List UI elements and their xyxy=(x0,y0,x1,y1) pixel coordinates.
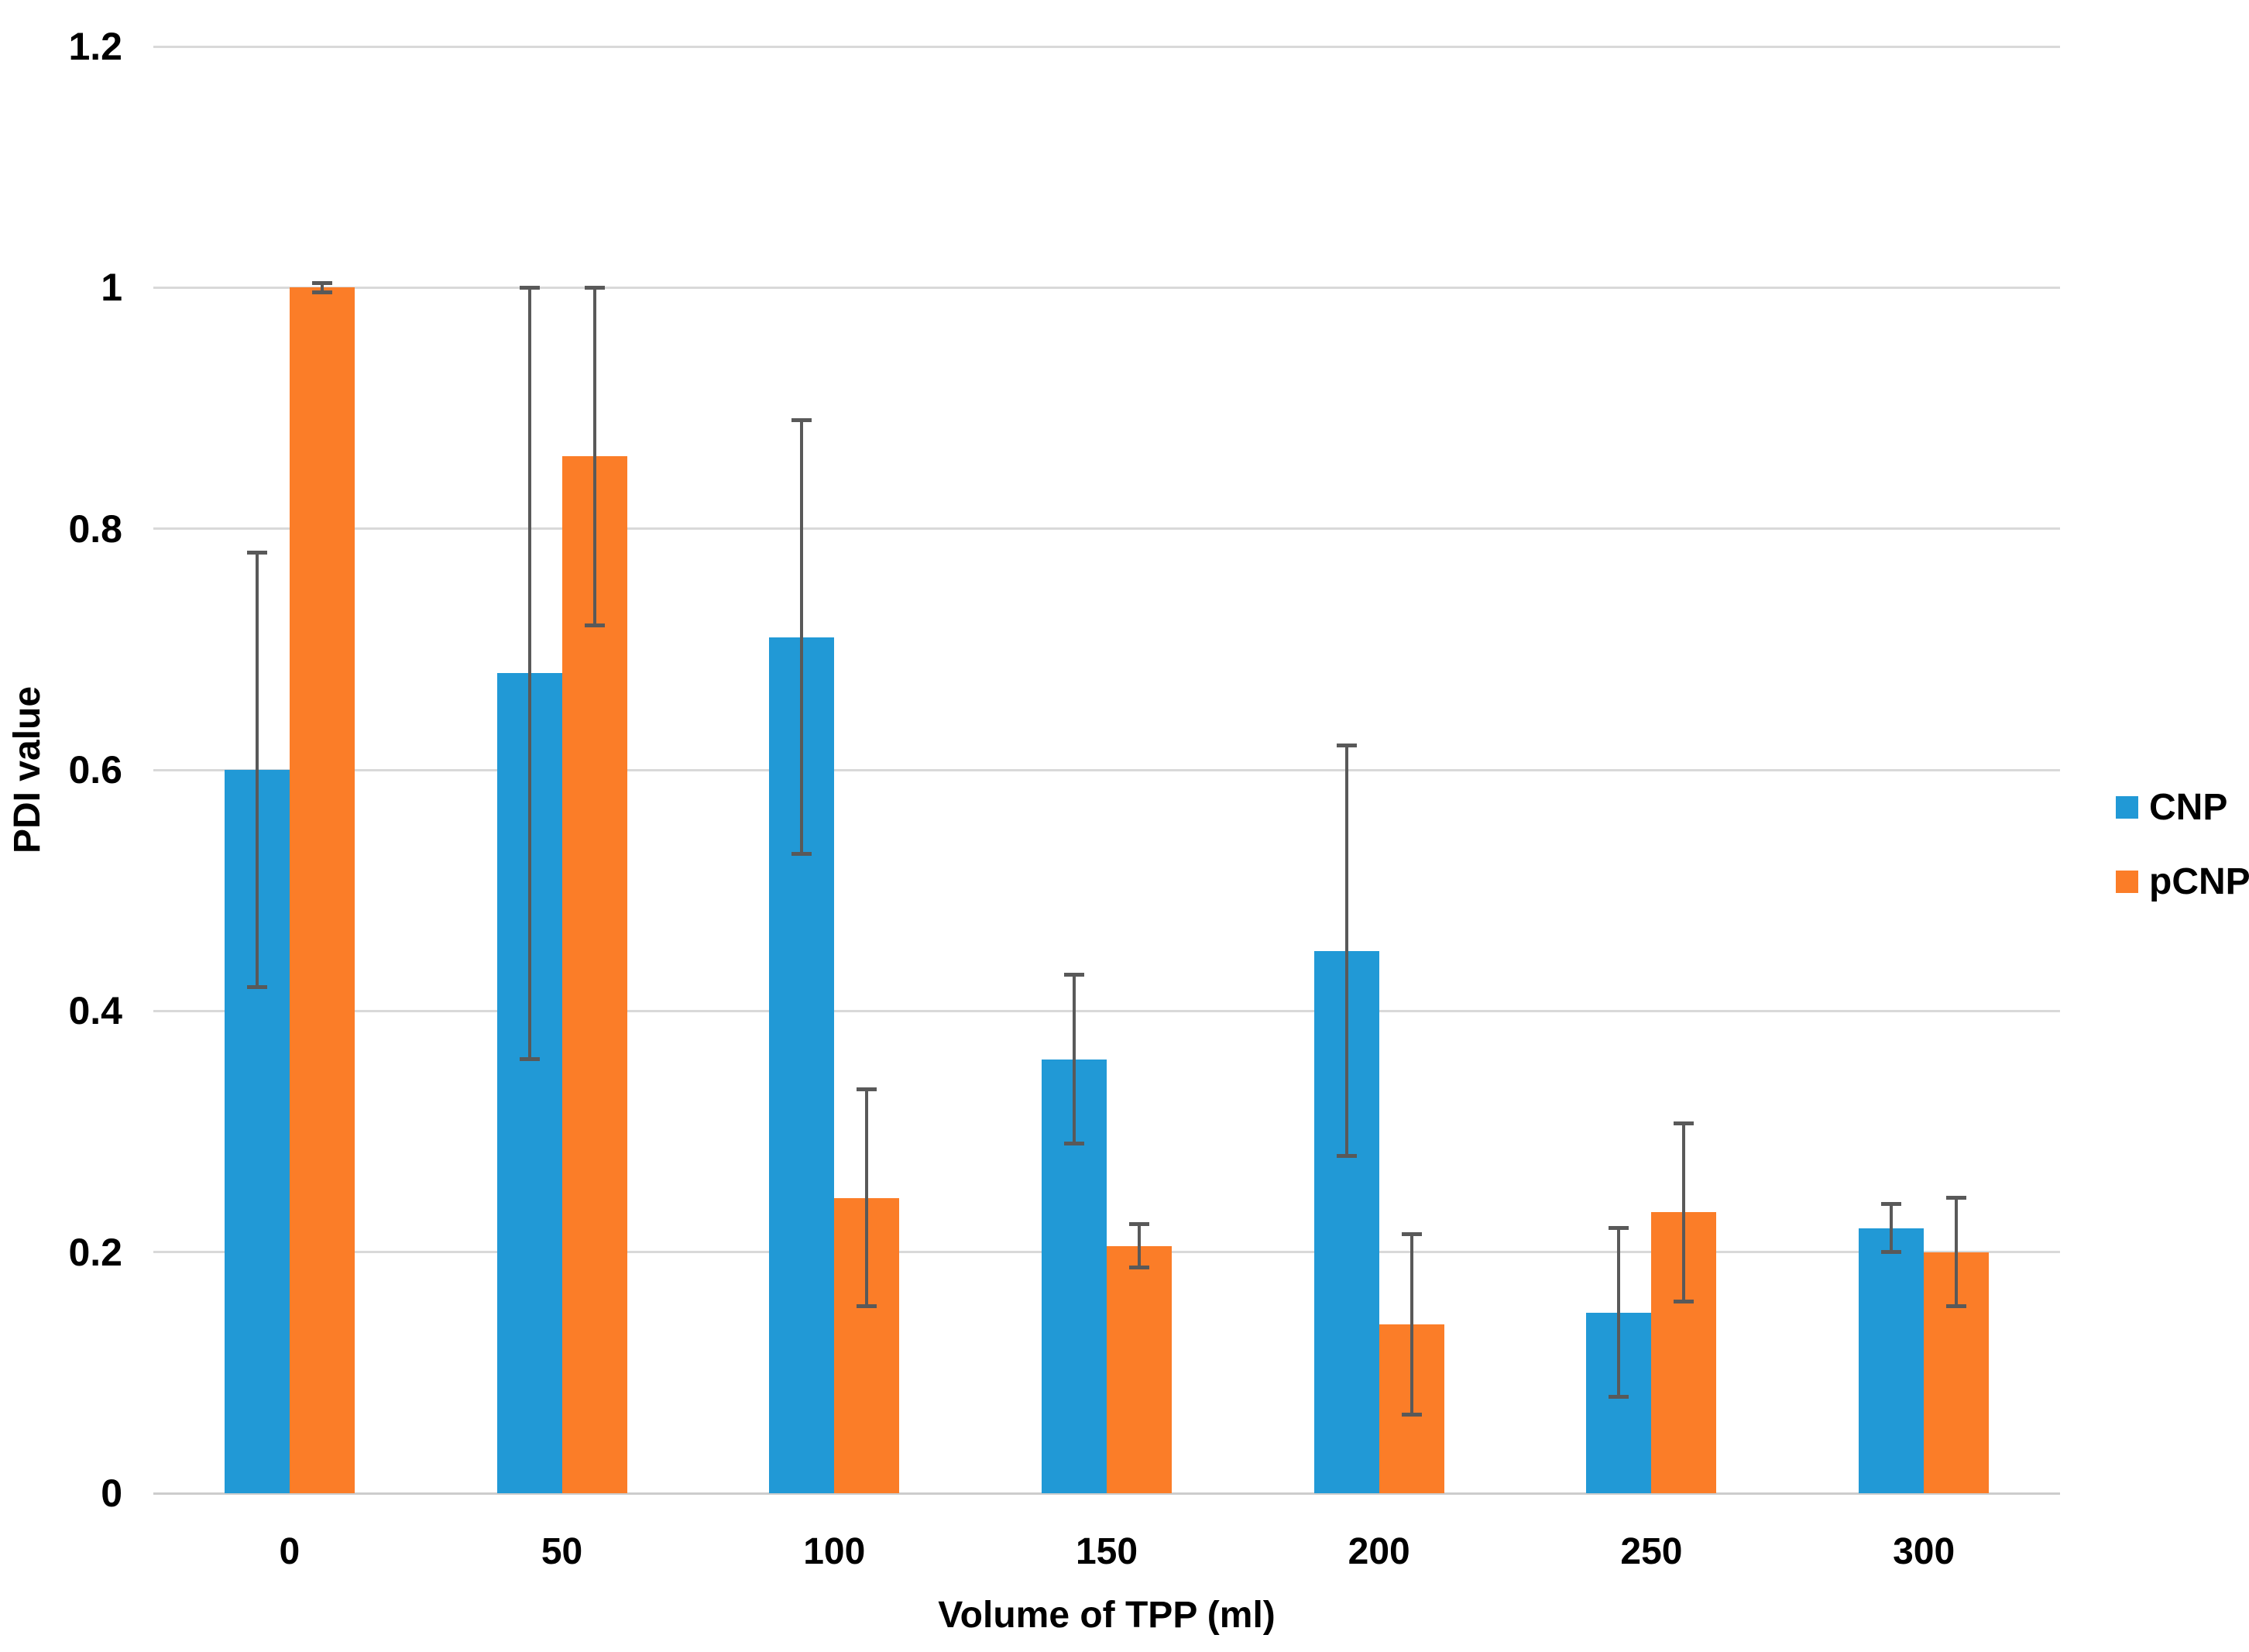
x-tick-label: 200 xyxy=(1348,1531,1410,1572)
error-whisker-cnp-200 xyxy=(1344,745,1348,1156)
error-whisker-pcnp-50 xyxy=(592,287,596,626)
error-cap-bottom-cnp-150 xyxy=(1064,1142,1084,1146)
error-whisker-cnp-100 xyxy=(800,420,804,854)
error-cap-bottom-pcnp-50 xyxy=(584,623,605,627)
y-tick-label: 0.6 xyxy=(68,748,122,792)
x-tick-label: 100 xyxy=(803,1531,866,1572)
error-cap-top-pcnp-150 xyxy=(1129,1222,1149,1227)
error-whisker-pcnp-200 xyxy=(1409,1234,1413,1415)
y-tick-label: 1 xyxy=(101,266,122,310)
gridline xyxy=(153,1009,2060,1012)
error-cap-bottom-cnp-200 xyxy=(1336,1153,1357,1158)
error-cap-bottom-pcnp-150 xyxy=(1129,1266,1149,1270)
error-whisker-pcnp-300 xyxy=(1955,1197,1959,1307)
error-cap-bottom-pcnp-200 xyxy=(1401,1413,1422,1417)
error-cap-top-pcnp-200 xyxy=(1401,1231,1422,1236)
error-cap-top-cnp-150 xyxy=(1064,973,1084,977)
error-whisker-pcnp-100 xyxy=(865,1089,869,1307)
error-cap-top-pcnp-0 xyxy=(311,280,332,285)
gridline xyxy=(153,286,2060,289)
bar-pcnp-0 xyxy=(289,287,355,1493)
x-axis-line xyxy=(153,1492,2060,1495)
error-cap-top-cnp-200 xyxy=(1336,744,1357,748)
gridline xyxy=(153,527,2060,531)
error-cap-bottom-pcnp-250 xyxy=(1674,1299,1694,1303)
x-tick-label: 50 xyxy=(541,1531,583,1572)
y-tick-label: 0 xyxy=(101,1472,122,1515)
x-tick-label: 150 xyxy=(1075,1531,1138,1572)
error-cap-bottom-cnp-100 xyxy=(791,852,812,857)
x-axis-title: Volume of TPP (ml) xyxy=(938,1595,1276,1636)
error-cap-top-cnp-100 xyxy=(791,418,812,423)
error-cap-bottom-cnp-0 xyxy=(246,984,267,989)
error-whisker-cnp-300 xyxy=(1890,1204,1894,1252)
error-cap-bottom-pcnp-0 xyxy=(311,290,332,295)
error-cap-top-pcnp-100 xyxy=(857,1087,877,1092)
legend-item-pcnp: pCNP xyxy=(2116,860,2249,904)
x-tick-label: 250 xyxy=(1620,1531,1683,1572)
legend-label-cnp: CNP xyxy=(2149,787,2228,828)
legend: CNP pCNP xyxy=(2116,785,2249,934)
legend-item-cnp: CNP xyxy=(2116,785,2249,829)
legend-swatch-pcnp-icon xyxy=(2116,871,2138,893)
error-cap-bottom-cnp-50 xyxy=(519,1057,540,1062)
error-cap-bottom-cnp-300 xyxy=(1881,1250,1902,1255)
y-tick-label: 1.2 xyxy=(68,25,122,68)
bar-pcnp-150 xyxy=(1107,1245,1172,1493)
error-cap-top-pcnp-250 xyxy=(1674,1121,1694,1125)
legend-label-pcnp: pCNP xyxy=(2149,861,2249,902)
error-cap-top-cnp-0 xyxy=(246,551,267,555)
legend-swatch-cnp-icon xyxy=(2116,796,2138,819)
error-cap-top-cnp-300 xyxy=(1881,1201,1902,1206)
error-whisker-pcnp-150 xyxy=(1138,1224,1141,1268)
bar-cnp-300 xyxy=(1859,1228,1925,1493)
y-tick-label: 0.4 xyxy=(68,989,122,1033)
error-cap-top-pcnp-300 xyxy=(1946,1196,1967,1200)
error-cap-bottom-pcnp-100 xyxy=(857,1304,877,1309)
error-cap-top-cnp-50 xyxy=(519,285,540,290)
y-tick-label: 0.2 xyxy=(68,1230,122,1274)
x-tick-label: 0 xyxy=(279,1531,300,1572)
error-whisker-pcnp-0 xyxy=(320,283,324,293)
gridline xyxy=(153,45,2060,48)
error-whisker-cnp-150 xyxy=(1073,974,1076,1144)
gridline xyxy=(153,768,2060,771)
x-tick-label: 300 xyxy=(1893,1531,1955,1572)
error-whisker-pcnp-250 xyxy=(1682,1123,1686,1302)
error-cap-top-pcnp-50 xyxy=(584,285,605,290)
error-whisker-cnp-250 xyxy=(1617,1228,1621,1397)
error-cap-bottom-pcnp-300 xyxy=(1946,1304,1967,1309)
error-cap-bottom-cnp-250 xyxy=(1609,1394,1629,1399)
error-cap-top-cnp-250 xyxy=(1609,1226,1629,1231)
bar-pcnp-50 xyxy=(561,456,627,1493)
error-whisker-cnp-50 xyxy=(527,287,531,1060)
plot-area xyxy=(153,45,2060,1495)
y-tick-label: 0.8 xyxy=(68,507,122,551)
error-whisker-cnp-0 xyxy=(255,552,259,987)
